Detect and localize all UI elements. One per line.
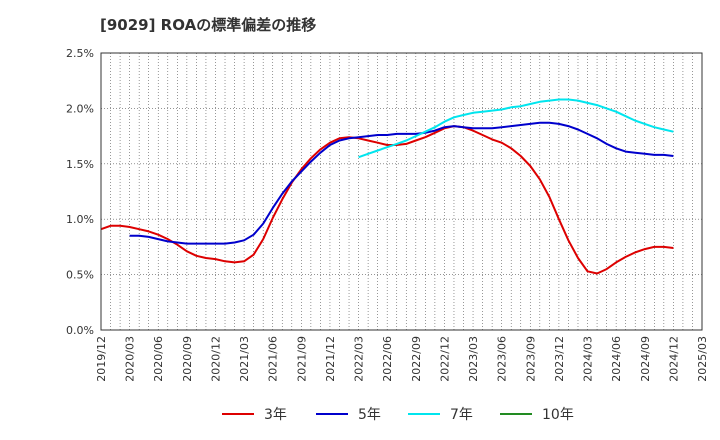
x-tick-label: 2021/03 <box>238 336 251 382</box>
x-tick-label: 2024/06 <box>610 336 623 382</box>
grid-layer <box>100 52 703 331</box>
x-tick-label: 2023/12 <box>553 336 566 382</box>
x-tick-label: 2020/06 <box>152 336 165 382</box>
x-tick-label: 2024/12 <box>667 336 680 382</box>
y-tick-label: 2.5% <box>66 47 94 60</box>
x-tick-label: 2020/03 <box>124 336 137 382</box>
x-tick-label: 2023/09 <box>524 336 537 382</box>
x-tick-label: 2025/03 <box>696 336 709 382</box>
series-line-1 <box>100 125 674 275</box>
x-tick-label: 2019/12 <box>95 336 108 382</box>
legend-label: 10年 <box>542 407 574 423</box>
legend-label: 3年 <box>264 407 287 423</box>
plot-frame <box>100 52 703 331</box>
y-tick-label: 0.0% <box>66 324 94 337</box>
x-tick-label: 2024/09 <box>639 336 652 382</box>
y-tick-label: 0.5% <box>66 269 94 282</box>
x-tick-label: 2021/09 <box>295 336 308 382</box>
x-tick-label: 2022/09 <box>410 336 423 382</box>
x-tick-label: 2023/06 <box>496 336 509 382</box>
x-tick-label: 2022/12 <box>438 336 451 382</box>
y-tick-label: 1.5% <box>66 158 94 171</box>
x-tick-label: 2020/12 <box>209 336 222 382</box>
x-tick-label: 2021/12 <box>324 336 337 382</box>
legend: 3年 5年 7年 10年 <box>222 407 574 423</box>
x-tick-label: 2022/03 <box>353 336 366 382</box>
series-line-2 <box>129 121 674 245</box>
y-tick-label: 1.0% <box>66 213 94 226</box>
x-axis-ticks: 2019/12 2020/03 2020/06 2020/09 2020/12 2021/… <box>95 336 709 382</box>
chart-title: [9029] ROAの標準偏差の推移 <box>100 16 317 34</box>
x-tick-label: 2022/06 <box>381 336 394 382</box>
y-tick-label: 2.0% <box>66 102 94 115</box>
series-line-3 <box>358 98 674 159</box>
x-tick-label: 2020/09 <box>181 336 194 382</box>
x-tick-label: 2021/06 <box>267 336 280 382</box>
legend-label: 7年 <box>450 407 473 423</box>
x-tick-label: 2024/03 <box>582 336 595 382</box>
x-tick-label: 2023/03 <box>467 336 480 382</box>
plot-background <box>101 53 702 330</box>
y-axis-ticks: 0.0% 0.5% 1.0% 1.5% 2.0% 2.5% <box>66 47 94 337</box>
series-lines <box>100 98 674 275</box>
legend-label: 5年 <box>358 407 381 423</box>
